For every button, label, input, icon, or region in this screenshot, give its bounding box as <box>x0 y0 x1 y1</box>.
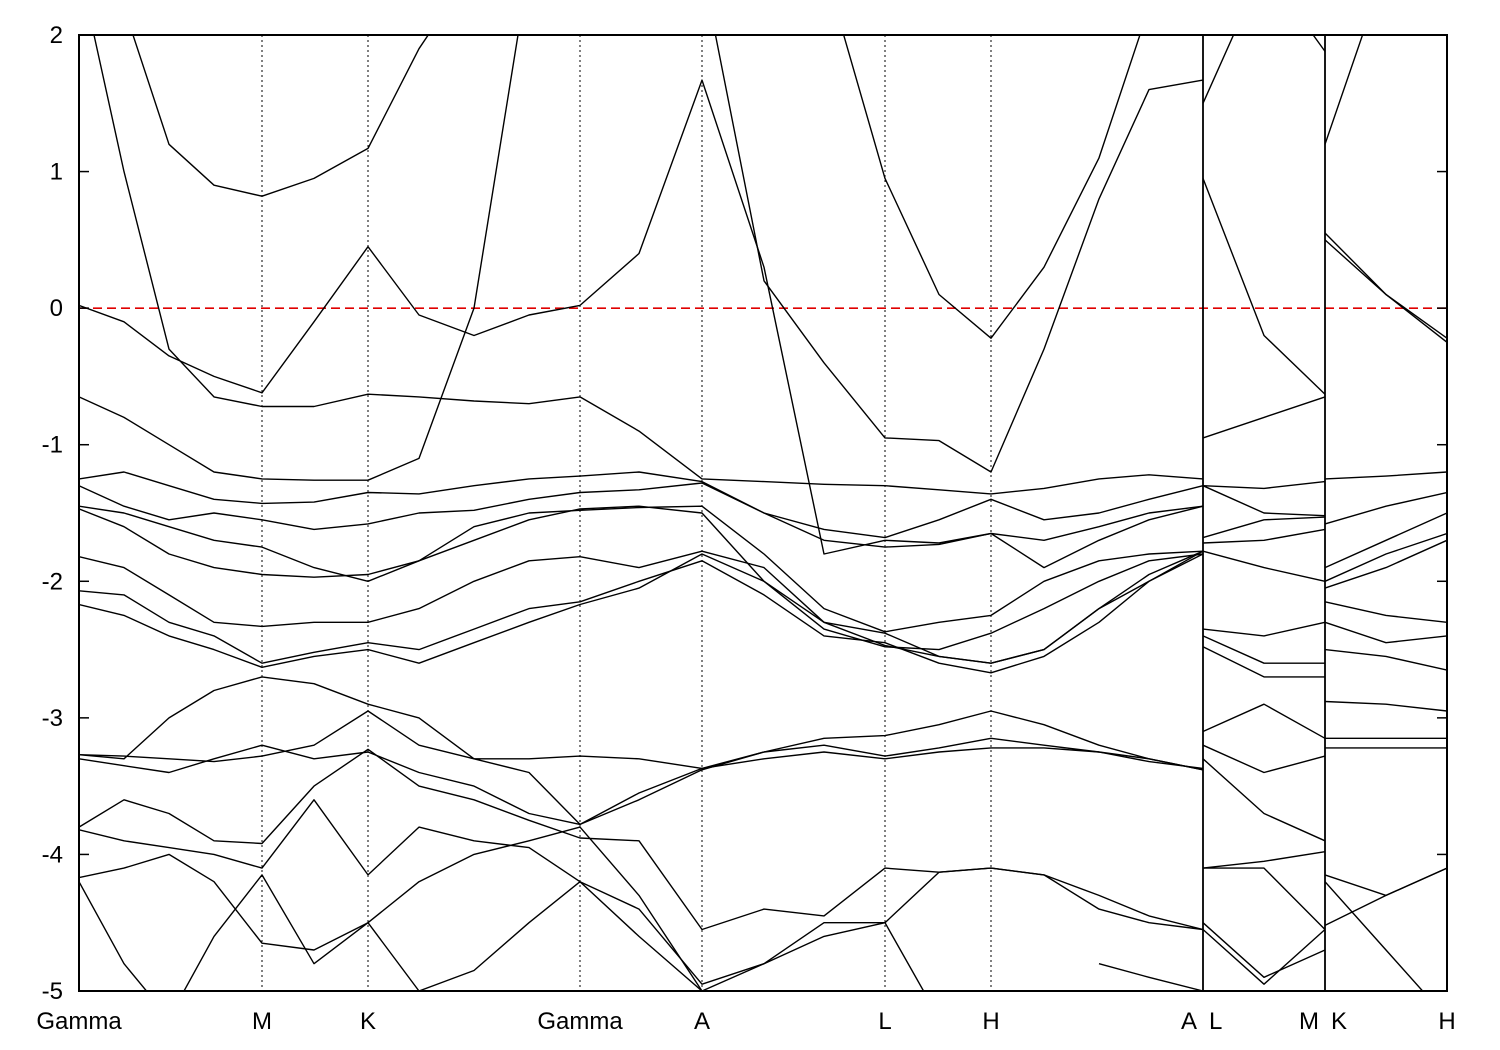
band <box>79 35 519 481</box>
y-tick-label: 1 <box>50 159 63 186</box>
band <box>79 874 1326 991</box>
x-tick-label: K <box>1331 1008 1347 1035</box>
band <box>79 553 1447 678</box>
x-tick-label: Gamma <box>36 1008 122 1035</box>
band <box>79 799 1447 985</box>
x-tick-label: H <box>1438 1008 1455 1035</box>
band <box>842 35 1141 339</box>
band <box>714 35 1447 473</box>
band <box>79 550 1447 664</box>
x-tick-label: Gamma <box>537 1008 623 1035</box>
y-tick-label: 2 <box>50 22 63 49</box>
y-tick-label: 0 <box>50 295 63 322</box>
x-tick-label: M <box>252 1008 272 1035</box>
x-tick-label: A <box>1181 1008 1197 1035</box>
y-tick-label: -2 <box>42 568 63 595</box>
x-tick-label: L <box>1209 1008 1222 1035</box>
y-tick-label: -4 <box>42 841 63 868</box>
band <box>79 826 1424 991</box>
band <box>79 676 1447 826</box>
y-tick-label: -3 <box>42 705 63 732</box>
band <box>79 79 1447 569</box>
band <box>79 505 1447 651</box>
x-tick-label: H <box>982 1008 999 1035</box>
y-tick-label: -1 <box>42 432 63 459</box>
plot-area <box>79 35 1447 991</box>
plot-frame <box>78 34 1448 992</box>
x-tick-label: A <box>694 1008 710 1035</box>
band <box>93 35 1447 495</box>
x-tick-label: L <box>878 1008 891 1035</box>
band <box>79 710 1447 842</box>
band <box>79 737 1447 826</box>
x-tick-label: K <box>360 1008 376 1035</box>
band <box>79 550 1447 674</box>
band <box>132 35 1364 197</box>
x-tick-label: M <box>1299 1008 1319 1035</box>
y-tick-label: -5 <box>42 978 63 1005</box>
band <box>79 482 1447 569</box>
band <box>79 471 1447 539</box>
band <box>79 505 1447 633</box>
